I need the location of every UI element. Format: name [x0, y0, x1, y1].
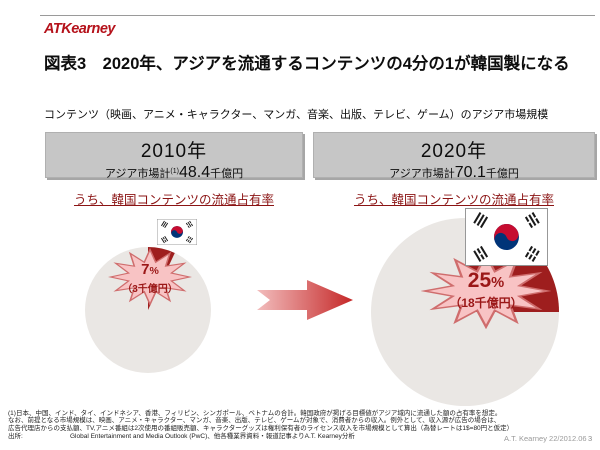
share-title-2010: うち、韓国コンテンツの流通占有率 — [73, 193, 274, 207]
share-title-2020: うち、韓国コンテンツの流通占有率 — [353, 193, 554, 207]
market-value: 70.1 — [454, 164, 486, 181]
taegeuk-symbol — [171, 226, 183, 238]
taegeuk-symbol — [494, 223, 519, 251]
footnote-line: (1)日本、中国、インド、タイ、インドネシア、香港、フィリピン、シンガポール、ベ… — [8, 410, 502, 417]
share-amount-2020: （18千億円） — [449, 296, 523, 310]
growth-arrow-icon — [257, 280, 353, 320]
source-text: Global Entertainment and Media Outlook (… — [70, 432, 355, 440]
korea-flag-icon — [465, 208, 548, 266]
footnotes: (1)日本、中国、インド、タイ、インドネシア、香港、フィリピン、シンガポール、ベ… — [8, 410, 586, 440]
market-label: アジア市場計 — [104, 168, 171, 180]
year-box-2010: 2010年 アジア市場計(1)48.4千億円 — [45, 132, 303, 181]
year-label-2020: 2020年 — [420, 141, 488, 162]
footnote-ref: (1) — [170, 168, 179, 175]
source-label: 出所: — [8, 432, 23, 440]
atkearney-logo: ATKearney — [44, 21, 115, 37]
market-total-2010: アジア市場計(1)48.4千億円 — [46, 164, 302, 182]
market-unit: 千億円 — [210, 168, 244, 180]
header-rule — [40, 15, 595, 16]
footnote-line: 広告代理店からの支払額、TV,アニメ番組は2次使用の番組販売額、キャラクターグッ… — [8, 424, 514, 432]
year-box-2020: 2020年 アジア市場計70.1千億円 — [313, 132, 595, 181]
korea-flag-icon — [157, 219, 197, 245]
share-pct-2020: 25% — [421, 269, 551, 293]
market-value: 48.4 — [178, 164, 211, 181]
figure-subtitle: コンテンツ（映画、アニメ・キャラクター、マンガ、音楽、出版、テレビ、ゲーム）のア… — [44, 109, 549, 121]
page-number: 3 — [588, 434, 593, 443]
footnote-line: なお、前提となる市場規模は、映画、アニメ・キャラクター、マンガ、音楽、出版、テレ… — [8, 417, 501, 425]
market-label: アジア市場計 — [389, 168, 455, 180]
burst-shape — [108, 248, 192, 306]
source-line: 出所: Global Entertainment and Media Outloo… — [8, 433, 586, 440]
share-pct-value: 7 — [141, 261, 150, 278]
market-unit: 千億円 — [485, 168, 519, 180]
share-amount-2010: （3千億円） — [122, 284, 178, 295]
trigrams — [473, 211, 540, 263]
percent-sign: % — [149, 265, 159, 277]
year-label-2010: 2010年 — [140, 141, 208, 162]
trigrams — [160, 220, 194, 244]
share-pct-2010: 7% — [108, 261, 192, 278]
share-pct-value: 25 — [467, 269, 492, 292]
footer-credit: A.T. Kearney 22/2012.06 — [504, 434, 587, 443]
market-total-2020: アジア市場計70.1千億円 — [314, 164, 594, 182]
percent-sign: % — [491, 275, 505, 291]
page-title: 図表3 2020年、アジアを流通するコンテンツの4分の1が韓国製になる — [44, 55, 570, 73]
share-burst-2010 — [108, 248, 192, 306]
